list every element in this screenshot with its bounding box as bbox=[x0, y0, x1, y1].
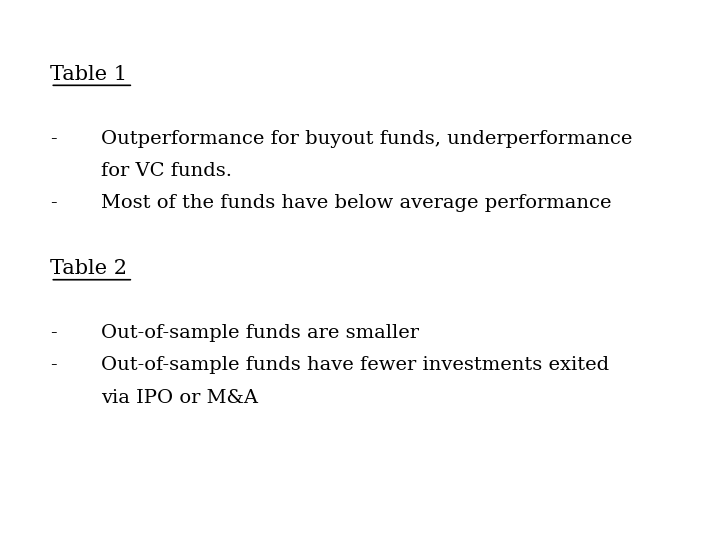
Text: Out-of-sample funds have fewer investments exited: Out-of-sample funds have fewer investmen… bbox=[101, 356, 609, 374]
Text: Most of the funds have below average performance: Most of the funds have below average per… bbox=[101, 194, 611, 212]
Text: for VC funds.: for VC funds. bbox=[101, 162, 232, 180]
Text: -: - bbox=[50, 130, 57, 147]
Text: -: - bbox=[50, 356, 57, 374]
Text: via IPO or M&A: via IPO or M&A bbox=[101, 389, 258, 407]
Text: Table 1: Table 1 bbox=[50, 65, 127, 84]
Text: -: - bbox=[50, 194, 57, 212]
Text: Outperformance for buyout funds, underperformance: Outperformance for buyout funds, underpe… bbox=[101, 130, 632, 147]
Text: -: - bbox=[50, 324, 57, 342]
Text: Out-of-sample funds are smaller: Out-of-sample funds are smaller bbox=[101, 324, 419, 342]
Text: Table 2: Table 2 bbox=[50, 259, 127, 278]
